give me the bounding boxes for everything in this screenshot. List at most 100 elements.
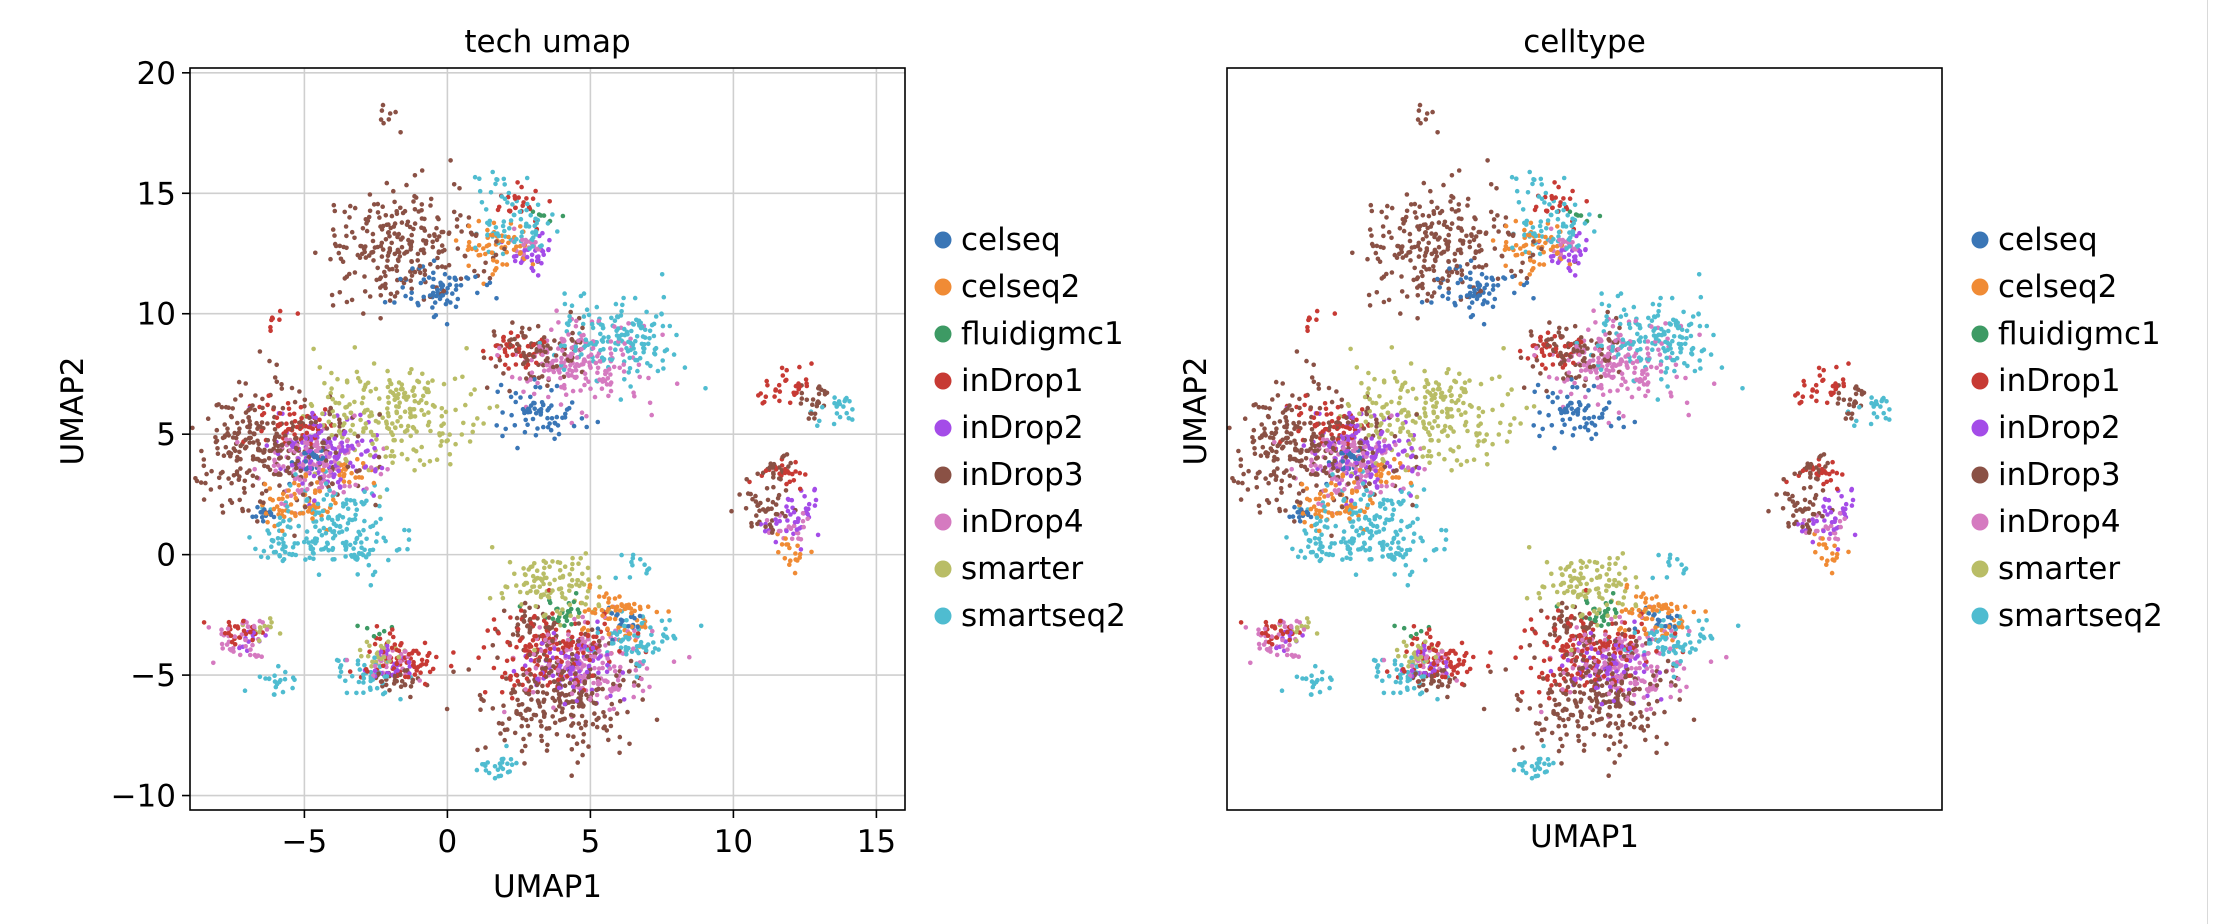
- point-inDrop2: [596, 670, 601, 676]
- point-inDrop3: [1309, 375, 1315, 380]
- point-inDrop3: [552, 338, 557, 343]
- point-smarter: [390, 421, 395, 426]
- point-inDrop3: [421, 226, 427, 231]
- point-inDrop3: [383, 682, 389, 688]
- point-smartseq2: [263, 676, 268, 681]
- point-inDrop3: [483, 260, 488, 266]
- point-inDrop3: [280, 405, 286, 411]
- point-smartseq2: [588, 340, 594, 346]
- point-inDrop1: [248, 629, 253, 635]
- point-smarter: [1431, 387, 1436, 393]
- point-inDrop1: [412, 672, 418, 677]
- point-celseq: [1546, 412, 1551, 418]
- point-smartseq2: [1295, 554, 1301, 560]
- point-inDrop4: [1629, 394, 1635, 400]
- point-inDrop3: [302, 504, 308, 510]
- point-inDrop3: [300, 492, 306, 497]
- point-smartseq2: [295, 541, 301, 546]
- point-inDrop1: [448, 663, 454, 669]
- point-inDrop3: [579, 713, 585, 719]
- point-inDrop4: [592, 665, 597, 671]
- point-smartseq2: [270, 538, 276, 544]
- point-inDrop4: [328, 469, 333, 474]
- point-inDrop1: [515, 678, 521, 684]
- point-inDrop3: [298, 468, 304, 474]
- point-smartseq2: [659, 272, 665, 277]
- point-smarter: [562, 564, 568, 569]
- point-smarter: [472, 387, 477, 392]
- point-celseq: [431, 276, 436, 282]
- point-celseq: [513, 390, 519, 396]
- point-inDrop4: [578, 388, 583, 393]
- point-inDrop4: [251, 624, 257, 630]
- point-inDrop3: [576, 721, 582, 726]
- point-inDrop3: [404, 222, 410, 227]
- point-smarter: [1524, 405, 1529, 411]
- point-smarter: [410, 424, 416, 430]
- point-inDrop4: [326, 473, 332, 479]
- point-inDrop3: [1780, 506, 1786, 511]
- point-celseq2: [629, 610, 634, 616]
- point-inDrop1: [1539, 362, 1545, 368]
- point-smartseq2: [1650, 575, 1655, 581]
- point-smartseq2: [613, 575, 618, 581]
- point-inDrop4: [631, 683, 637, 688]
- point-inDrop3: [204, 471, 209, 477]
- point-inDrop2: [310, 410, 315, 416]
- point-smarter: [320, 411, 325, 417]
- point-smarter: [325, 394, 331, 400]
- point-smartseq2: [1887, 407, 1892, 412]
- point-inDrop4: [603, 678, 609, 683]
- point-smarter: [519, 602, 524, 607]
- point-smartseq2: [501, 219, 507, 224]
- point-smartseq2: [642, 342, 647, 347]
- point-celseq2: [604, 591, 609, 596]
- point-inDrop3: [293, 445, 299, 451]
- point-smarter: [262, 623, 268, 629]
- point-smartseq2: [617, 629, 623, 634]
- point-smartseq2: [402, 527, 407, 533]
- point-smartseq2: [276, 663, 281, 669]
- point-inDrop1: [776, 382, 782, 388]
- point-smarter: [434, 457, 440, 463]
- point-inDrop2: [802, 494, 807, 499]
- point-inDrop4: [597, 377, 602, 383]
- point-inDrop4: [595, 370, 600, 376]
- point-inDrop2: [312, 498, 317, 503]
- y-tick-label: 20: [137, 56, 176, 92]
- point-inDrop3: [236, 379, 242, 385]
- point-inDrop4: [597, 648, 602, 653]
- point-smarter: [534, 568, 540, 573]
- point-inDrop3: [439, 243, 445, 248]
- point-inDrop4: [786, 524, 792, 529]
- point-inDrop4: [608, 388, 614, 394]
- point-inDrop1: [793, 469, 798, 474]
- point-smarter: [412, 414, 418, 419]
- point-smarter: [530, 573, 536, 579]
- point-inDrop4: [579, 333, 584, 339]
- point-smartseq2: [562, 343, 567, 349]
- point-smartseq2: [280, 546, 285, 552]
- point-inDrop4: [583, 376, 589, 381]
- point-inDrop3: [371, 202, 377, 207]
- point-smartseq2: [512, 212, 517, 218]
- point-inDrop3: [279, 382, 284, 387]
- point-smartseq2: [508, 757, 514, 762]
- point-smarter: [386, 639, 391, 644]
- point-inDrop3: [581, 731, 587, 737]
- point-smartseq2: [1317, 689, 1323, 695]
- point-inDrop3: [362, 249, 368, 255]
- point-inDrop3: [569, 723, 574, 728]
- point-smartseq2: [277, 553, 283, 559]
- point-inDrop4: [546, 376, 551, 381]
- point-inDrop2: [773, 539, 779, 545]
- point-inDrop1: [422, 681, 428, 687]
- point-inDrop1: [419, 657, 425, 663]
- point-inDrop3: [238, 456, 243, 462]
- point-inDrop3: [279, 442, 285, 448]
- point-inDrop3: [383, 213, 389, 218]
- point-smartseq2: [1520, 207, 1526, 212]
- point-smarter: [529, 564, 535, 569]
- point-inDrop3: [764, 486, 770, 491]
- point-inDrop3: [379, 679, 385, 684]
